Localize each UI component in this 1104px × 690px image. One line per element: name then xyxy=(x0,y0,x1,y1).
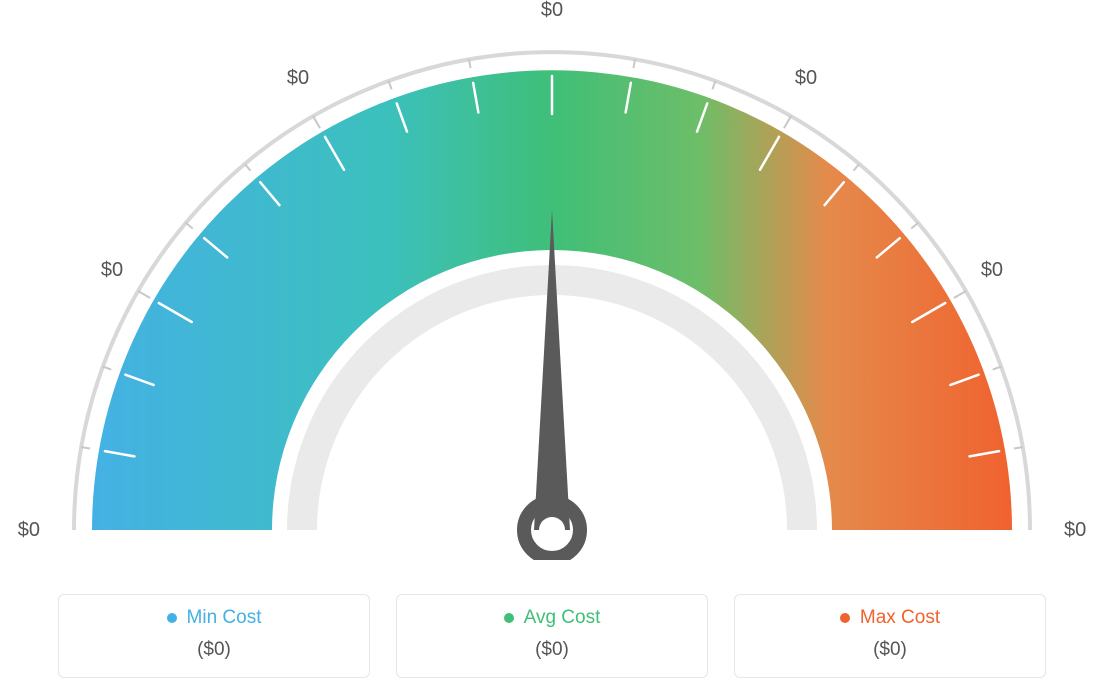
legend-label-max: Max Cost xyxy=(860,607,940,629)
gauge-tick-label: $0 xyxy=(1064,519,1086,541)
legend-title-min: Min Cost xyxy=(167,607,262,629)
gauge-svg: $0 $0 $0 $0 $0 $0 $0 xyxy=(0,0,1104,560)
gauge-tick-label: $0 xyxy=(18,519,40,541)
gauge-tick-label: $0 xyxy=(981,259,1003,281)
gauge-tick-label: $0 xyxy=(541,0,563,21)
legend-label-min: Min Cost xyxy=(187,607,262,629)
gauge-tick-label: $0 xyxy=(795,67,817,89)
cost-gauge-widget: $0 $0 $0 $0 $0 $0 $0 Min Cost ($0) Avg Cost ($… xyxy=(0,0,1104,690)
legend-title-max: Max Cost xyxy=(840,607,940,629)
gauge-tick-label: $0 xyxy=(101,259,123,281)
legend-dot-avg xyxy=(504,613,514,623)
legend-row: Min Cost ($0) Avg Cost ($0) Max Cost ($0… xyxy=(0,594,1104,678)
gauge-area: $0 $0 $0 $0 $0 $0 $0 xyxy=(0,0,1104,560)
legend-card-min: Min Cost ($0) xyxy=(58,594,370,678)
legend-value-avg: ($0) xyxy=(397,639,707,661)
legend-card-avg: Avg Cost ($0) xyxy=(396,594,708,678)
legend-title-avg: Avg Cost xyxy=(504,607,601,629)
legend-value-max: ($0) xyxy=(735,639,1045,661)
gauge-tick-label: $0 xyxy=(287,67,309,89)
legend-label-avg: Avg Cost xyxy=(524,607,601,629)
legend-dot-min xyxy=(167,613,177,623)
legend-card-max: Max Cost ($0) xyxy=(734,594,1046,678)
legend-dot-max xyxy=(840,613,850,623)
legend-value-min: ($0) xyxy=(59,639,369,661)
